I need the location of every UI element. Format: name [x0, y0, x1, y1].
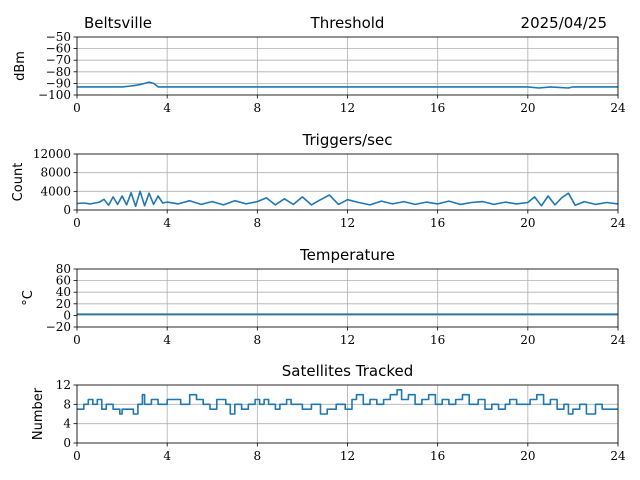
y-tick-label: 8000: [40, 166, 71, 180]
y-tick-label: 40: [56, 285, 71, 299]
y-tick-label: 0: [63, 308, 71, 322]
y-axis-label: °C: [21, 290, 36, 306]
x-tick-label: 0: [73, 101, 81, 115]
y-tick-label: −80: [46, 65, 71, 79]
x-tick-label: 16: [430, 216, 445, 230]
y-tick-label: −20: [46, 320, 71, 334]
x-tick-label: 4: [163, 216, 171, 230]
x-tick-label: 12: [340, 101, 355, 115]
series-line: [77, 389, 618, 415]
x-tick-label: 16: [430, 101, 445, 115]
chart-panel: 0 4 8 12 16 20 24 −100−90−80−70−60−50 Threshold d…: [13, 14, 626, 115]
x-tick-label: 16: [430, 333, 445, 347]
x-tick-label: 20: [520, 333, 535, 347]
y-tick-label: 0: [63, 203, 71, 217]
chart-panels: 0 4 8 12 16 20 24 −100−90−80−70−60−50 Threshold d…: [11, 14, 626, 463]
y-tick-label: −70: [46, 53, 71, 67]
x-tick-label: 8: [254, 216, 262, 230]
date-label: 2025/04/25: [521, 14, 607, 32]
x-tick-label: 0: [73, 449, 81, 463]
y-tick-label: −60: [46, 42, 71, 56]
x-tick-label: 24: [610, 216, 626, 230]
y-tick-label: 80: [56, 262, 71, 276]
panel-title: Threshold: [310, 14, 385, 32]
x-tick-label: 20: [520, 101, 535, 115]
x-tick-label: 8: [254, 333, 262, 347]
y-tick-label: 0: [63, 436, 71, 450]
x-tick-label: 0: [73, 333, 81, 347]
y-tick-label: 8: [63, 397, 71, 411]
y-tick-label: 4000: [40, 184, 71, 198]
y-tick-label: 4: [63, 417, 71, 431]
y-tick-label: −90: [46, 76, 71, 90]
x-tick-label: 20: [520, 216, 535, 230]
x-tick-label: 8: [254, 101, 262, 115]
x-tick-label: 12: [340, 449, 355, 463]
y-tick-label: 20: [56, 297, 71, 311]
x-tick-label: 4: [163, 449, 171, 463]
x-tick-label: 12: [340, 333, 355, 347]
x-tick-label: 4: [163, 101, 171, 115]
x-tick-label: 8: [254, 449, 262, 463]
series-line: [76, 190, 619, 208]
x-tick-label: 24: [610, 449, 626, 463]
y-tick-label: −100: [38, 88, 71, 102]
x-tick-label: 12: [340, 216, 355, 230]
series-line: [77, 81, 618, 89]
x-tick-label: 0: [73, 216, 81, 230]
y-tick-label: 12000: [33, 147, 71, 161]
chart-panel: 0 4 8 12 16 20 24 0 4 8 12 Satellites Tracked Number: [31, 362, 626, 463]
y-tick-label: 60: [56, 274, 71, 288]
panel-title: Temperature: [299, 246, 395, 264]
x-tick-label: 4: [163, 333, 171, 347]
panel-title: Triggers/sec: [302, 131, 393, 149]
x-tick-label: 24: [610, 101, 626, 115]
x-tick-label: 24: [610, 333, 626, 347]
y-tick-label: 12: [56, 378, 71, 392]
x-tick-label: 20: [520, 449, 535, 463]
y-axis-label: Number: [31, 387, 46, 440]
y-axis-label: dBm: [13, 51, 28, 81]
panel-title: Satellites Tracked: [282, 362, 413, 380]
x-tick-label: 16: [430, 449, 445, 463]
y-tick-label: −50: [46, 30, 71, 44]
location-label: Beltsville: [84, 14, 152, 32]
chart-panel: 0 4 8 12 16 20 24 0 4000 8000 12000 Triggers/sec Cou…: [11, 131, 626, 230]
y-axis-label: Count: [11, 163, 26, 202]
